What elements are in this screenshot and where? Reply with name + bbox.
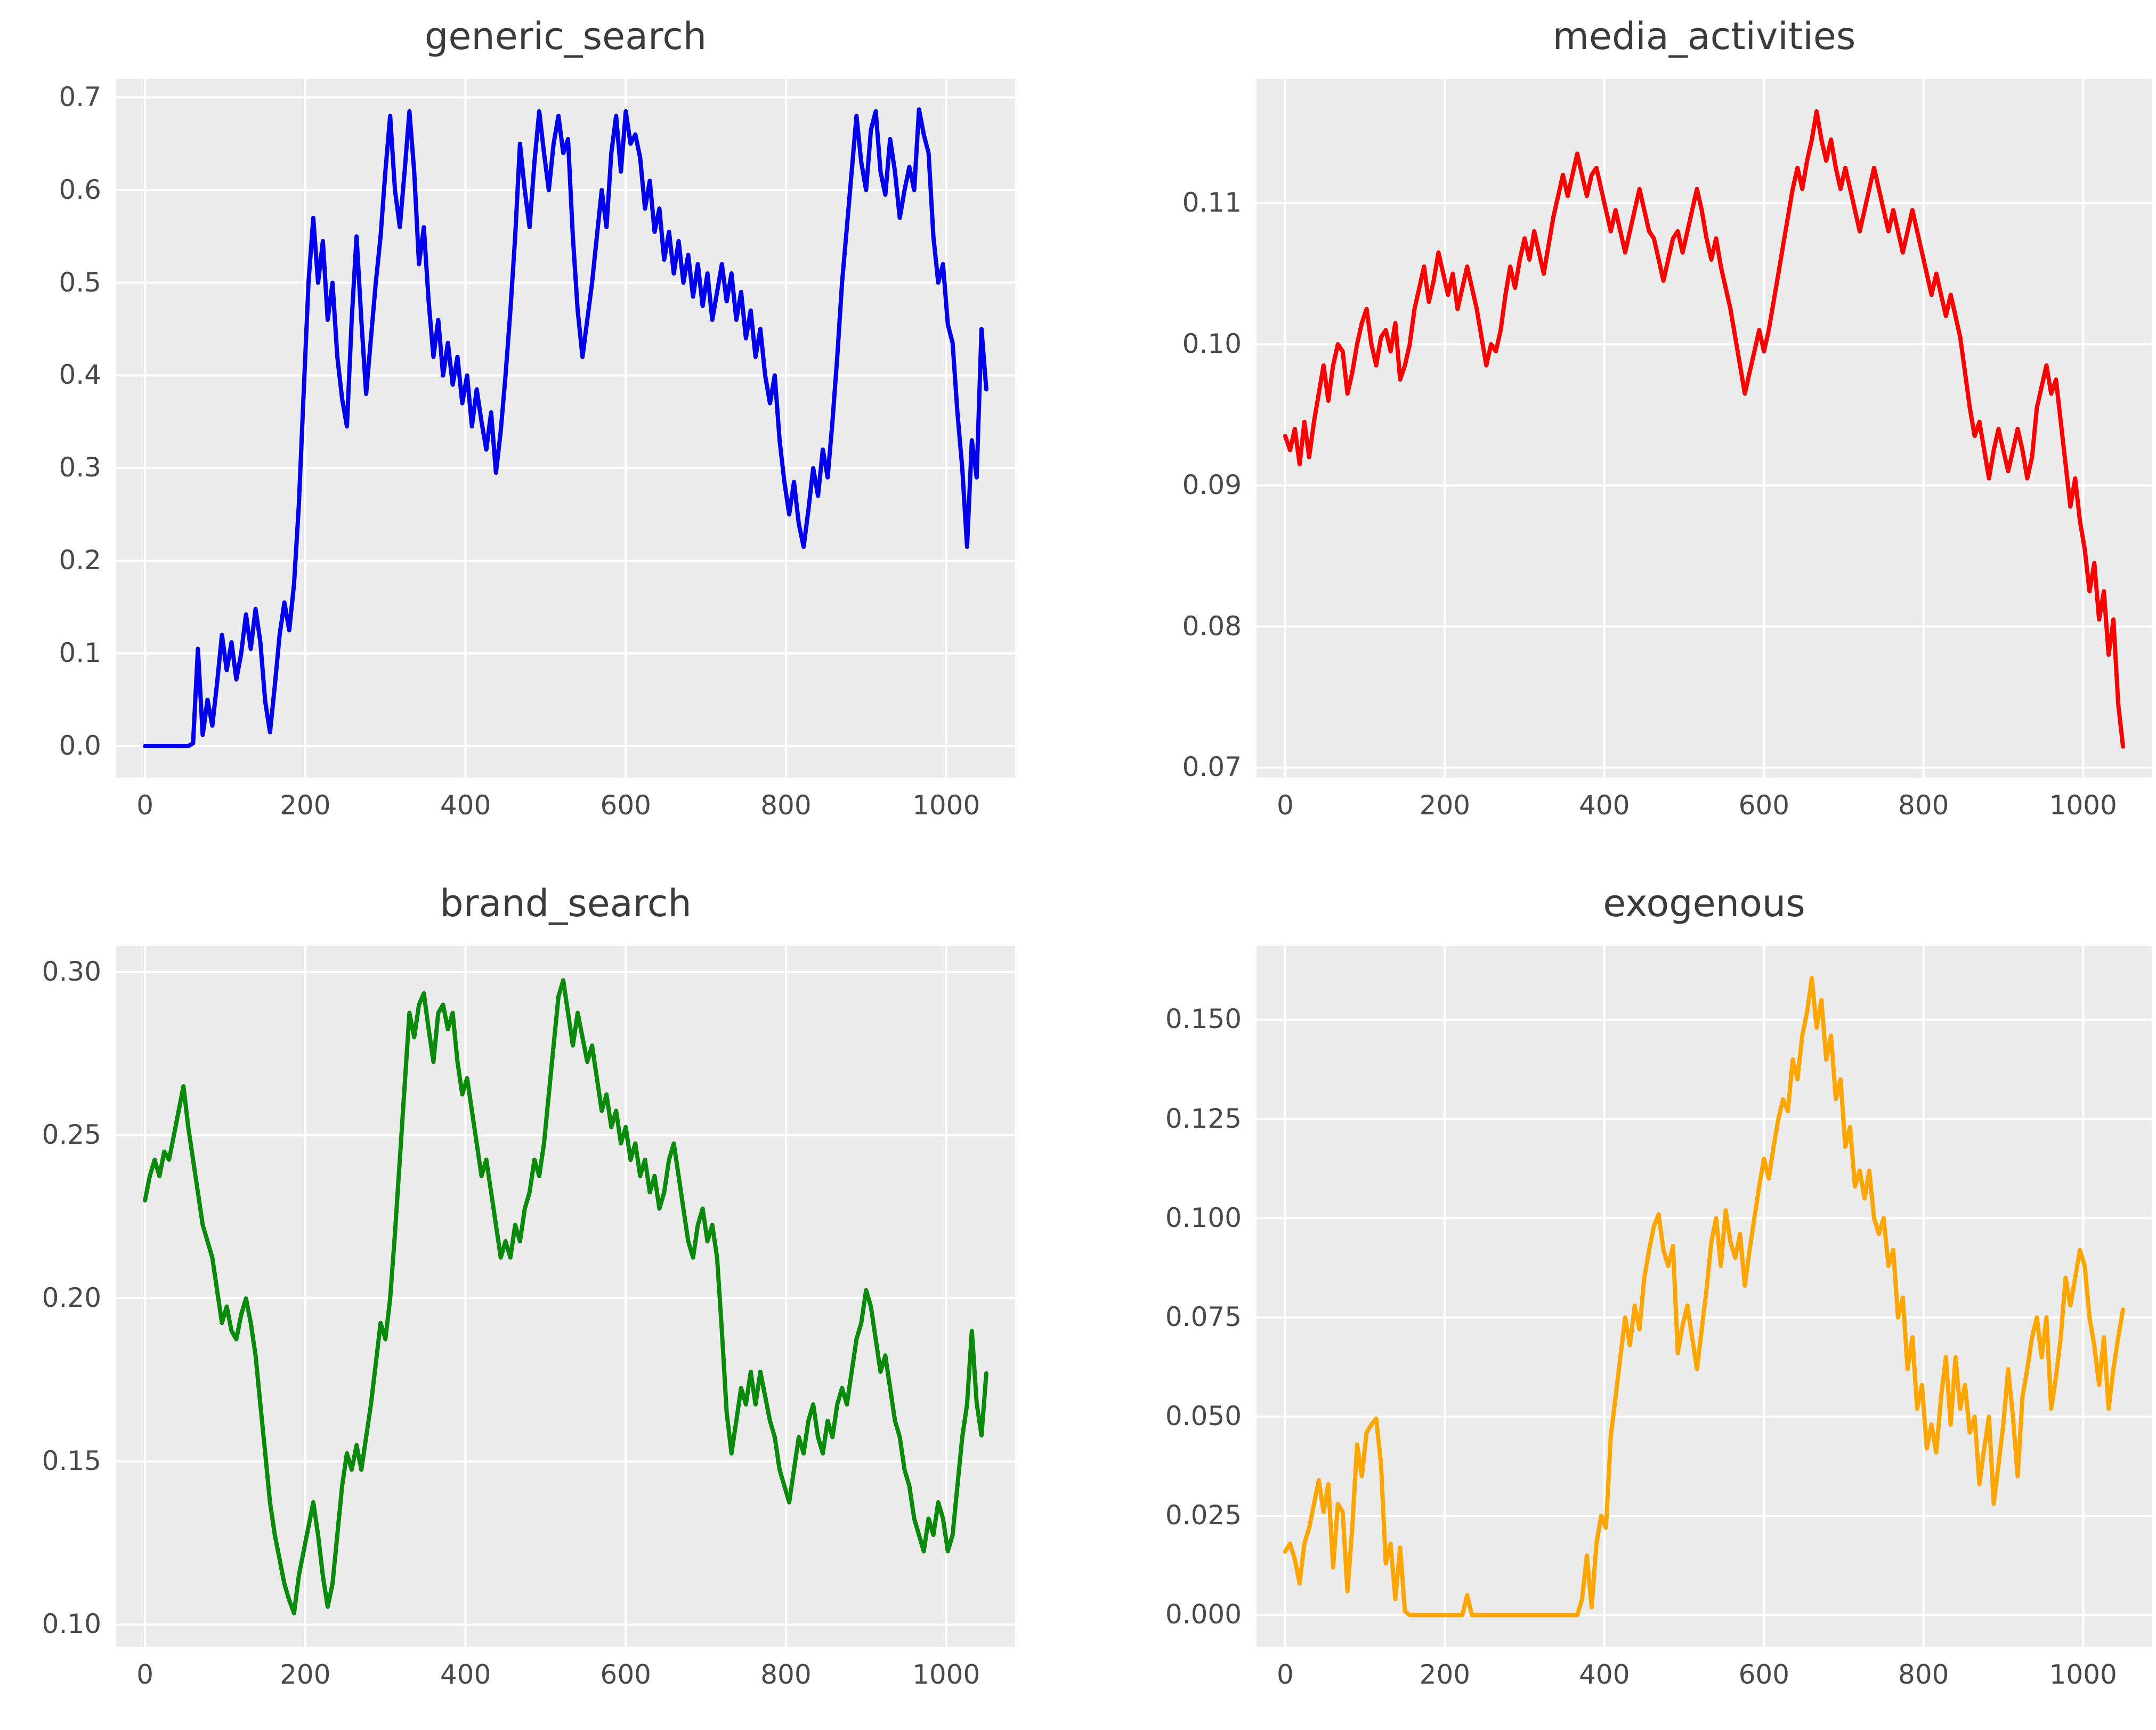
gridlines	[116, 79, 1015, 778]
y-tick-label: 0.4	[59, 359, 101, 391]
series-line	[1283, 976, 2126, 1618]
x-tick-label: 400	[440, 790, 491, 821]
x-tick-label: 600	[1738, 790, 1790, 821]
y-tick-label: 0.08	[1182, 610, 1242, 642]
x-tick-label: 0	[1276, 1659, 1294, 1690]
x-tick-label: 200	[1419, 1659, 1471, 1690]
x-tick-label: 400	[1579, 790, 1630, 821]
y-tick-label: 0.050	[1165, 1401, 1242, 1432]
x-tick-label: 1000	[2049, 1659, 2117, 1690]
y-tick-label: 0.000	[1165, 1599, 1242, 1630]
y-tick-label: 0.09	[1182, 469, 1242, 500]
x-tick-label: 400	[1579, 1659, 1630, 1690]
chart-title-generic-search: generic_search	[424, 14, 707, 58]
y-tick-label: 0.075	[1165, 1301, 1242, 1332]
plot-area-media-activities	[1257, 79, 2152, 778]
x-tick-label: 200	[280, 1659, 331, 1690]
y-tick-label: 0.15	[42, 1445, 101, 1477]
y-tick-label: 0.7	[59, 81, 101, 112]
plot-background	[1257, 79, 2152, 778]
y-tick-label: 0.30	[42, 956, 101, 987]
plot-background	[116, 79, 1015, 778]
x-tick-label: 1000	[2049, 790, 2117, 821]
x-tick-label: 400	[440, 1659, 491, 1690]
y-tick-label: 0.3	[59, 452, 101, 483]
y-tick-label: 0.25	[42, 1119, 101, 1151]
y-tick-label: 0.5	[59, 266, 101, 298]
x-tick-label: 1000	[912, 1659, 980, 1690]
y-tick-label: 0.100	[1165, 1202, 1242, 1233]
x-tick-label: 600	[1738, 1659, 1790, 1690]
y-tick-label: 0.0	[59, 730, 101, 761]
y-tick-label: 0.1	[59, 637, 101, 668]
x-tick-label: 200	[1419, 790, 1471, 821]
x-tick-label: 200	[280, 790, 331, 821]
y-tick-label: 0.10	[42, 1608, 101, 1640]
y-tick-label: 0.07	[1182, 751, 1242, 783]
x-tick-label: 800	[1898, 790, 1949, 821]
x-tick-label: 800	[760, 1659, 812, 1690]
x-tick-label: 800	[760, 790, 812, 821]
plot-area-generic-search	[116, 79, 1015, 778]
series-line	[143, 978, 988, 1615]
chart-title-media-activities: media_activities	[1552, 14, 1856, 58]
y-tick-label: 0.025	[1165, 1500, 1242, 1531]
x-tick-label: 0	[136, 1659, 154, 1690]
gridlines	[116, 946, 1015, 1647]
chart-title-brand-search: brand_search	[440, 882, 692, 925]
series-line	[1283, 109, 2126, 749]
x-tick-label: 600	[600, 790, 651, 821]
x-tick-label: 0	[1276, 790, 1294, 821]
series-line	[143, 107, 988, 748]
y-tick-label: 0.2	[59, 545, 101, 576]
plot-area-brand-search	[116, 946, 1015, 1647]
x-tick-label: 800	[1898, 1659, 1949, 1690]
y-tick-label: 0.10	[1182, 328, 1242, 359]
y-tick-label: 0.6	[59, 174, 101, 205]
plot-area-exogenous	[1257, 946, 2152, 1647]
x-tick-label: 600	[600, 1659, 651, 1690]
x-tick-label: 1000	[912, 790, 980, 821]
y-tick-label: 0.20	[42, 1282, 101, 1314]
y-tick-label: 0.11	[1182, 187, 1242, 219]
chart-title-exogenous: exogenous	[1603, 882, 1805, 925]
y-tick-label: 0.125	[1165, 1103, 1242, 1134]
y-tick-label: 0.150	[1165, 1004, 1242, 1035]
x-tick-label: 0	[136, 790, 154, 821]
